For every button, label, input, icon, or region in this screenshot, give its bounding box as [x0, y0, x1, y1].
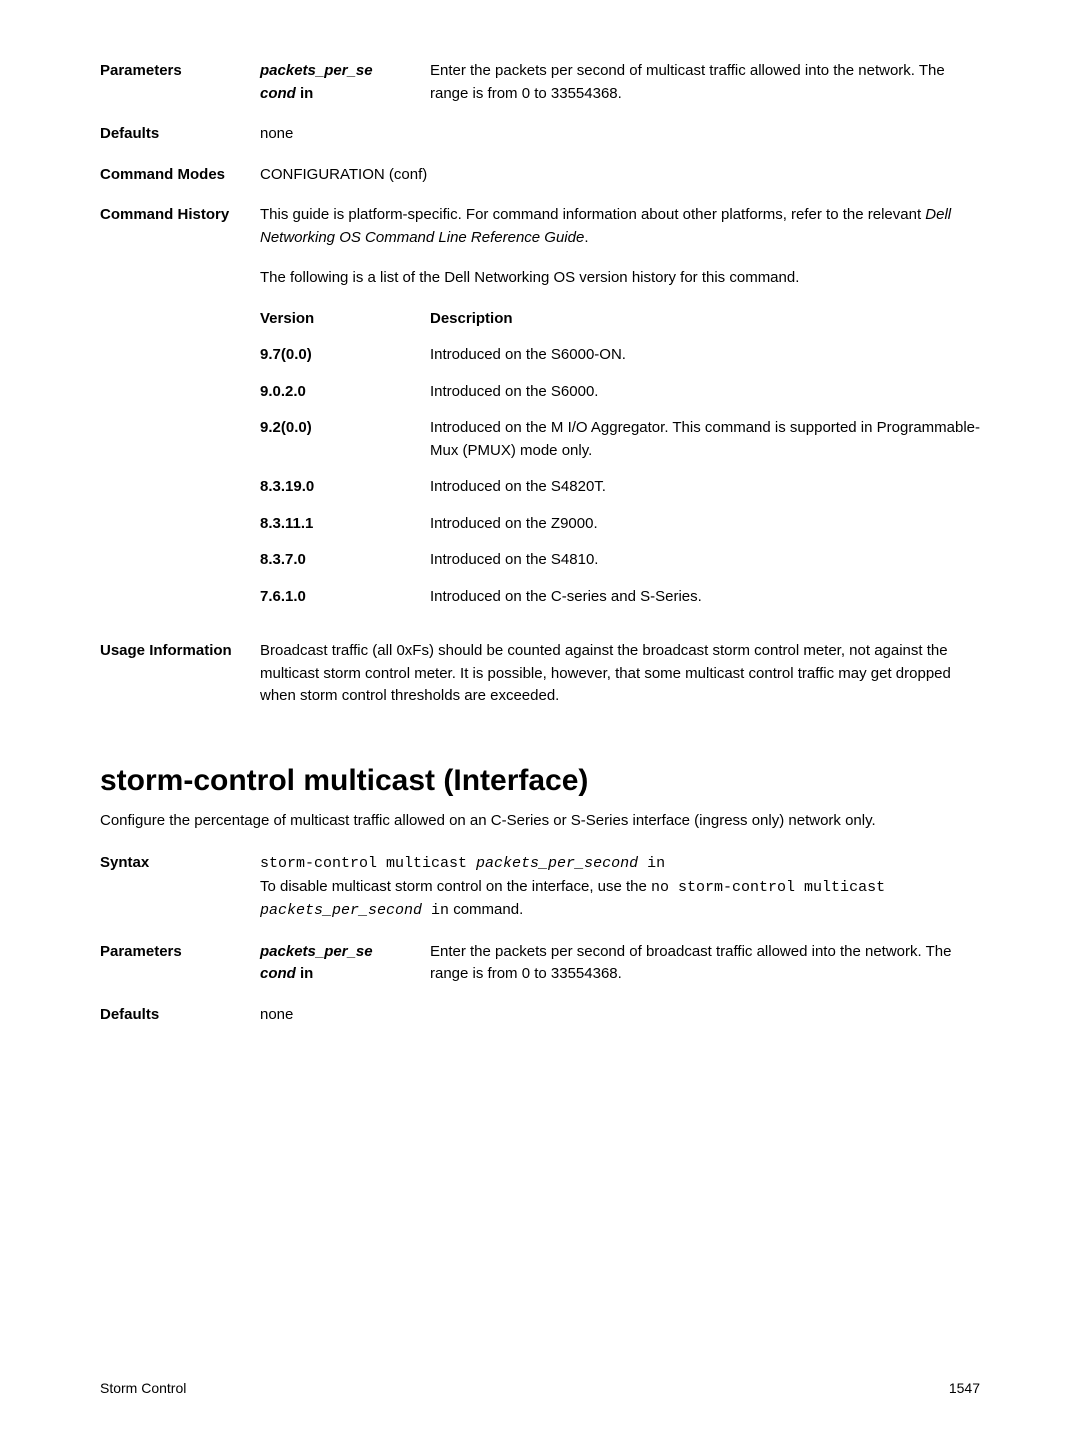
syntax-note-mono1: no storm-control multicast — [651, 879, 885, 896]
version-desc: Introduced on the S4820T. — [430, 476, 980, 499]
version-row: 8.3.11.1 Introduced on the Z9000. — [260, 513, 980, 536]
version-desc: Introduced on the S6000. — [430, 381, 980, 404]
usage-info-text: Broadcast traffic (all 0xFs) should be c… — [260, 640, 980, 708]
syntax-label: Syntax — [100, 852, 260, 923]
defaults-value: none — [260, 123, 980, 146]
section-title: storm-control multicast (Interface) — [100, 764, 980, 798]
syntax-note: To disable multicast storm control on th… — [260, 876, 980, 923]
command-history-label: Command History — [100, 204, 260, 622]
version-key: 7.6.1.0 — [260, 586, 430, 609]
version-row: 9.7(0.0) Introduced on the S6000-ON. — [260, 344, 980, 367]
version-desc: Introduced on the C-series and S-Series. — [430, 586, 980, 609]
param-key-line1: packets_per_se — [260, 62, 373, 79]
syntax-cmd-arg: packets_per_second — [476, 855, 638, 872]
cmdhist-p1c: . — [584, 229, 588, 246]
section-intro: Configure the percentage of multicast tr… — [100, 810, 980, 833]
version-key: 9.0.2.0 — [260, 381, 430, 404]
version-row: 8.3.7.0 Introduced on the S4810. — [260, 549, 980, 572]
syntax-note1: To disable multicast storm control on th… — [260, 878, 651, 895]
param-key-line2: cond — [260, 85, 296, 102]
param-key2-line2: cond — [260, 965, 296, 982]
version-row: 9.0.2.0 Introduced on the S6000. — [260, 381, 980, 404]
param-desc: Enter the packets per second of multicas… — [430, 60, 980, 105]
footer-page-number: 1547 — [949, 1380, 980, 1396]
syntax-cmd1: storm-control multicast — [260, 855, 476, 872]
command-history-p1: This guide is platform-specific. For com… — [260, 204, 980, 249]
command-modes-label: Command Modes — [100, 164, 260, 187]
version-key: 9.2(0.0) — [260, 417, 430, 462]
param-key-2: packets_per_se cond in — [260, 941, 430, 986]
version-row: 7.6.1.0 Introduced on the C-series and S… — [260, 586, 980, 609]
param-key2-suffix: in — [296, 965, 314, 982]
version-key: 8.3.11.1 — [260, 513, 430, 536]
syntax-note2: command. — [449, 901, 523, 918]
version-desc: Introduced on the S6000-ON. — [430, 344, 980, 367]
version-header: Version — [260, 308, 430, 331]
version-desc: Introduced on the S4810. — [430, 549, 980, 572]
description-header: Description — [430, 308, 980, 331]
parameters-label: Parameters — [100, 60, 260, 105]
syntax-note-mono2: in — [422, 902, 449, 919]
version-key: 8.3.7.0 — [260, 549, 430, 572]
version-key: 8.3.19.0 — [260, 476, 430, 499]
footer-left: Storm Control — [100, 1380, 186, 1396]
param-desc-2: Enter the packets per second of broadcas… — [430, 941, 980, 986]
defaults-label-2: Defaults — [100, 1004, 260, 1027]
version-row: 9.2(0.0) Introduced on the M I/O Aggrega… — [260, 417, 980, 462]
syntax-note-arg: packets_per_second — [260, 902, 422, 919]
defaults-label: Defaults — [100, 123, 260, 146]
param-key-suffix: in — [296, 85, 314, 102]
syntax-command: storm-control multicast packets_per_seco… — [260, 852, 980, 876]
usage-info-label: Usage Information — [100, 640, 260, 708]
defaults-value-2: none — [260, 1004, 980, 1027]
cmdhist-p1a: This guide is platform-specific. For com… — [260, 206, 925, 223]
command-modes-value: CONFIGURATION (conf) — [260, 164, 980, 187]
version-key: 9.7(0.0) — [260, 344, 430, 367]
syntax-cmd2: in — [638, 855, 665, 872]
param-key2-line1: packets_per_se — [260, 943, 373, 960]
version-row: 8.3.19.0 Introduced on the S4820T. — [260, 476, 980, 499]
version-desc: Introduced on the M I/O Aggregator. This… — [430, 417, 980, 462]
parameters-label-2: Parameters — [100, 941, 260, 986]
command-history-p2: The following is a list of the Dell Netw… — [260, 267, 980, 290]
version-desc: Introduced on the Z9000. — [430, 513, 980, 536]
param-key: packets_per_se cond in — [260, 60, 430, 105]
